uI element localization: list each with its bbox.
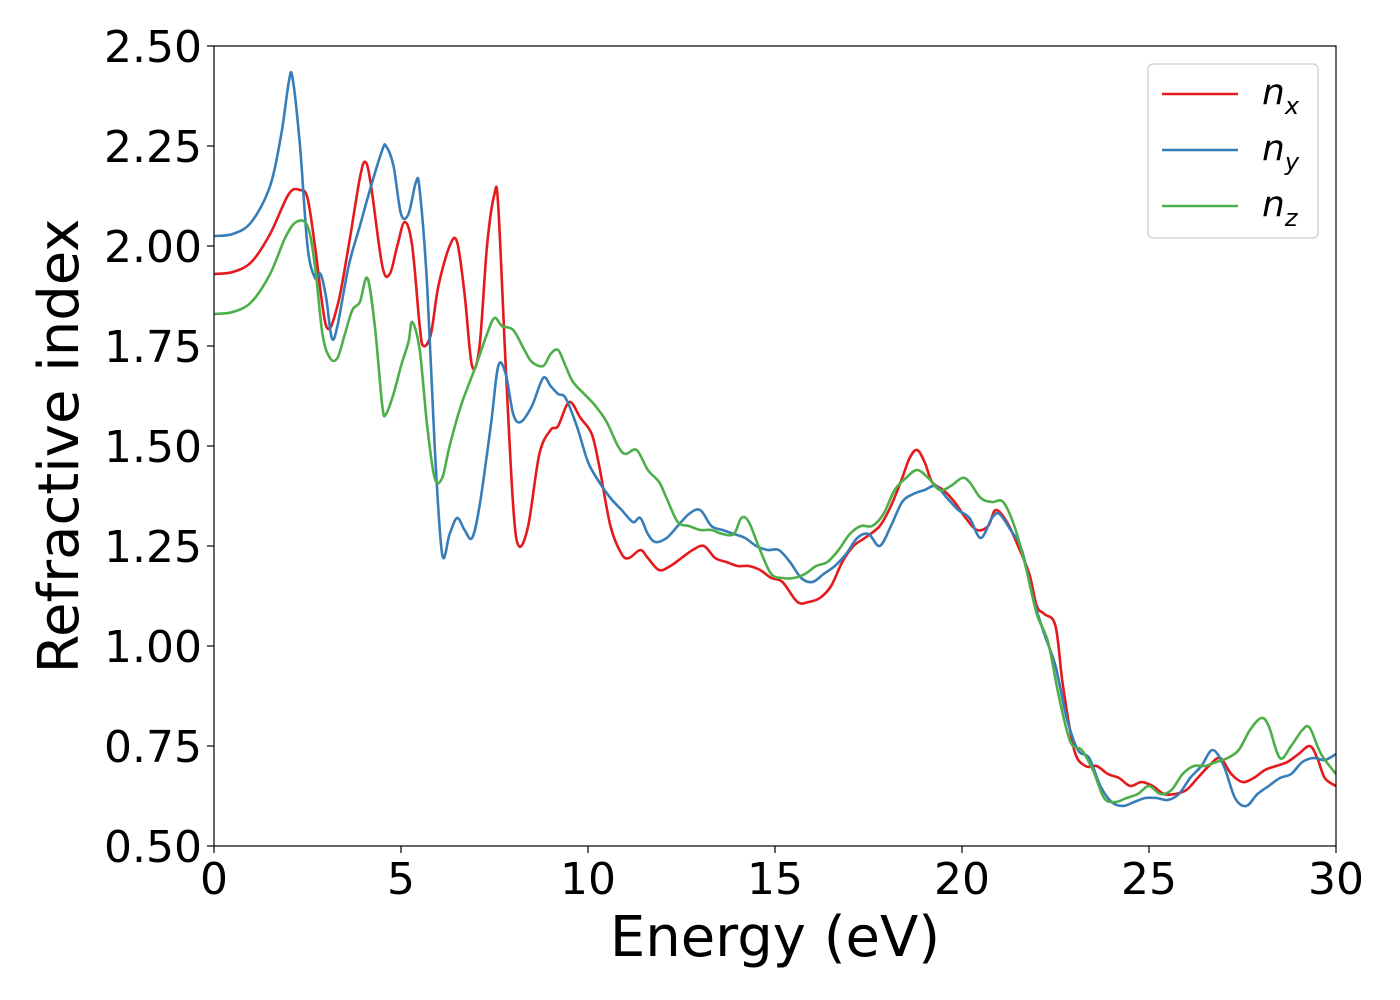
legend-label-subscript: x (1284, 92, 1300, 120)
series-layer (214, 70, 1336, 808)
x-tick-label: 10 (560, 854, 616, 905)
y-tick-label: 1.50 (104, 422, 202, 473)
x-tick-label: 5 (387, 854, 415, 905)
x-tick-label: 30 (1308, 854, 1364, 905)
x-tick-label: 25 (1121, 854, 1177, 905)
y-tick-label: 1.00 (104, 622, 202, 673)
series-line-x (214, 160, 1336, 797)
legend-label-subscript: z (1284, 204, 1299, 232)
y-tick-label: 1.75 (104, 322, 202, 373)
legend-label-y: ny (1262, 128, 1300, 176)
y-tick-label: 2.50 (104, 22, 202, 73)
y-axis-ticks: 0.50 0.75 1.00 1.25 1.50 1.75 2.00 2.25 2.50 (104, 22, 214, 873)
y-tick-label: 0.50 (104, 822, 202, 873)
legend-label-z: nz (1262, 184, 1299, 232)
y-tick-label: 1.25 (104, 522, 202, 573)
y-axis-title: Refractive index (27, 219, 92, 674)
y-tick-label: 2.25 (104, 122, 202, 173)
legend-label-base: n (1262, 72, 1285, 113)
y-tick-label: 0.75 (104, 722, 202, 773)
x-axis-title: Energy (eV) (610, 905, 940, 970)
y-tick-label: 2.00 (104, 222, 202, 273)
x-tick-label: 15 (747, 854, 803, 905)
legend-label-base: n (1262, 184, 1285, 225)
x-tick-label: 0 (200, 854, 228, 905)
legend-label-subscript: y (1284, 148, 1300, 176)
series-line-z (214, 219, 1336, 804)
x-tick-label: 20 (934, 854, 990, 905)
legend-label-x: nx (1262, 72, 1300, 120)
series-line-y (214, 70, 1336, 808)
legend-label-base: n (1262, 128, 1285, 169)
x-axis-ticks: 0 5 10 15 20 25 30 (200, 846, 1364, 905)
